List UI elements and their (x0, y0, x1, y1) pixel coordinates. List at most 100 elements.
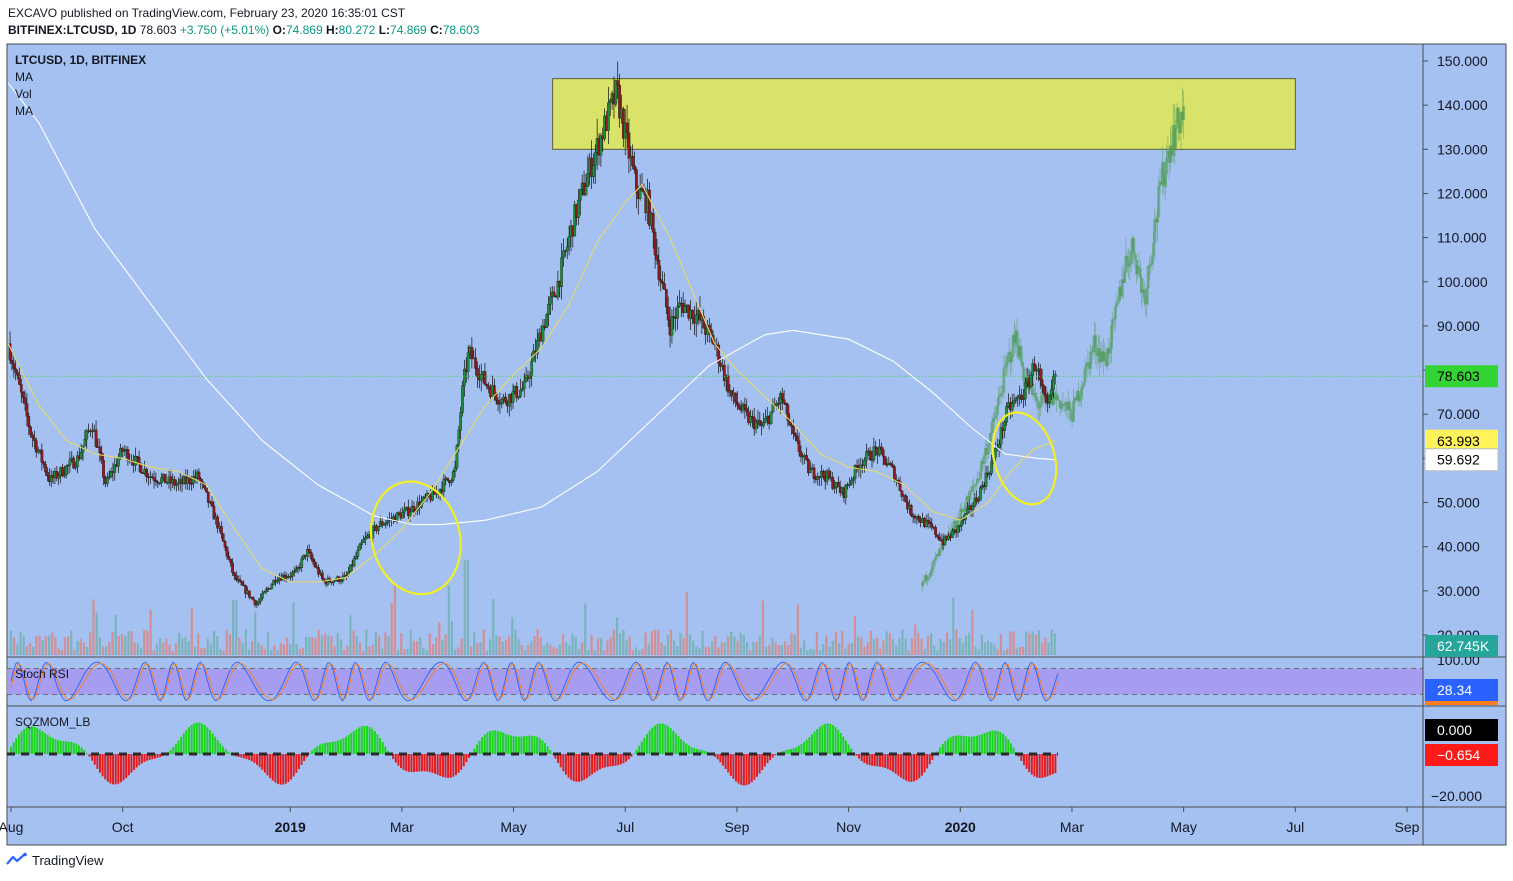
sqz-bar (489, 731, 492, 754)
volume-bar (812, 649, 815, 655)
sqz-bar (258, 754, 261, 768)
candle-body (259, 597, 262, 602)
candle-body (122, 450, 126, 452)
candle-body (446, 477, 449, 481)
volume-bar (650, 631, 653, 655)
sqz-bar (855, 754, 858, 756)
volume-bar (907, 650, 910, 655)
sqz-bar (871, 754, 874, 766)
volume-bar (346, 645, 349, 655)
candle-body (380, 521, 384, 526)
candle-body (790, 424, 793, 427)
volume-bar (35, 636, 38, 655)
candle-body (545, 314, 549, 328)
candle-body (1044, 394, 1048, 403)
candle-body (670, 316, 674, 336)
volume-bar (825, 635, 828, 655)
publish-info: EXCAVO published on TradingView.com, Feb… (8, 6, 406, 20)
candle-body (334, 580, 337, 582)
sqz-bar (256, 754, 259, 765)
candle-body (487, 385, 491, 389)
price-change: +3.750 (+5.01%) (179, 23, 270, 37)
sqz-bar (290, 754, 293, 780)
candle-body (659, 279, 663, 282)
volume-bar (330, 636, 333, 655)
volume-bar (914, 624, 917, 655)
annotation-circle-2019[interactable] (359, 472, 472, 604)
volume-bar (879, 648, 882, 655)
volume-bar (977, 649, 980, 655)
sqz-bar (915, 754, 918, 781)
projection-body (926, 577, 930, 581)
sqz-bar (839, 732, 842, 754)
sqz-bar (329, 742, 332, 754)
volume-bar (514, 629, 517, 655)
sqz-bar (771, 754, 774, 758)
open-label: O: (272, 23, 286, 37)
tradingview-brand: TradingView (32, 852, 104, 868)
sqz-bar (504, 733, 507, 754)
sqz-bar (572, 754, 575, 782)
sqz-bar (800, 744, 803, 754)
candle-body (607, 102, 610, 131)
volume-bar (850, 642, 853, 655)
volume-bar (473, 632, 476, 655)
tradingview-footer[interactable]: TradingView (6, 852, 104, 868)
sqz-bar (682, 741, 685, 754)
sqz-bar (496, 730, 499, 754)
projection-body (1162, 162, 1166, 187)
candle-body (979, 487, 982, 501)
projection-body (1031, 384, 1035, 395)
time-axis-label: May (1170, 819, 1196, 835)
sqz-bar (515, 736, 518, 754)
sqz-bar (646, 733, 649, 754)
candle-body (234, 575, 238, 581)
projection-body (977, 478, 981, 480)
volume-bar (917, 633, 920, 655)
volume-bar (127, 631, 130, 655)
sqz-bar (837, 729, 840, 754)
candle-body (382, 524, 386, 526)
projection-body (1109, 325, 1113, 349)
projection-body (1179, 111, 1183, 134)
candle-body (865, 451, 868, 461)
candle-body (496, 400, 500, 405)
candle-body (758, 420, 762, 425)
candle-body (678, 302, 681, 307)
candle-body (412, 506, 416, 512)
sqz-bar (93, 754, 96, 765)
volume-bar (492, 598, 495, 655)
open-value: 74.869 (285, 23, 323, 37)
candle-body (799, 451, 803, 457)
candle-body (173, 479, 176, 486)
projection-body (1077, 391, 1081, 402)
sqz-bar (842, 736, 845, 754)
candle-body (360, 542, 363, 546)
volume-bar (13, 637, 16, 655)
sqz-bar (690, 746, 693, 754)
sqz-bar (376, 734, 379, 754)
candle-body (72, 457, 75, 469)
volume-bar (32, 646, 35, 655)
candle-body (1040, 379, 1044, 387)
volume-bar (79, 639, 82, 655)
projection-body (1174, 128, 1178, 149)
sqz-bar (790, 748, 793, 754)
annotation-circle-2020[interactable] (983, 405, 1067, 512)
candle-body (1048, 395, 1051, 403)
sqz-bar (114, 754, 117, 785)
volume-bar (714, 635, 717, 655)
volume-bar (530, 641, 533, 655)
sqz-bar (392, 754, 395, 760)
projection-body (1125, 255, 1129, 260)
sqz-bar (879, 754, 882, 767)
candle-body (219, 525, 223, 534)
sqz-bar (923, 754, 926, 773)
sqz-bar (735, 754, 738, 782)
sqz-bar (295, 754, 298, 773)
candle-body (49, 475, 53, 483)
sqz-bar (227, 751, 230, 754)
sqz-bar (593, 754, 596, 773)
projection-body (995, 405, 999, 415)
